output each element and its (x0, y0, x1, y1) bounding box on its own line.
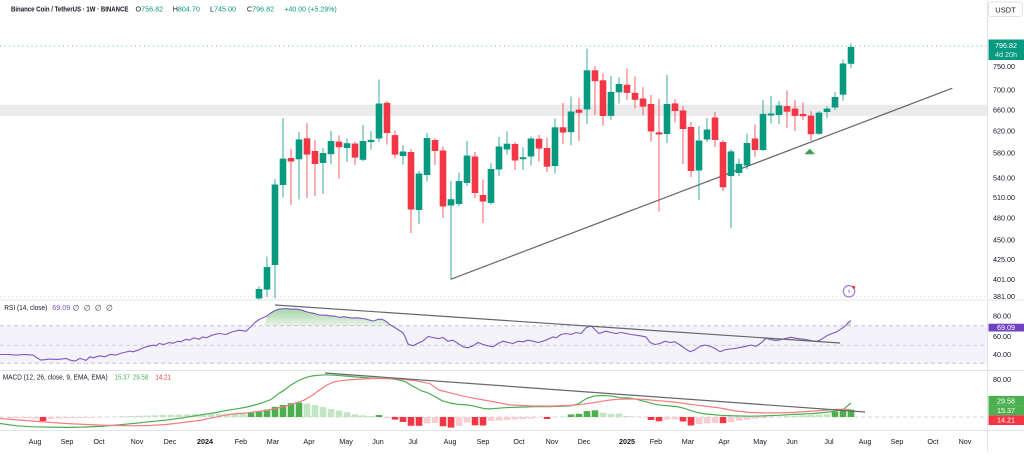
svg-text:540.00: 540.00 (993, 174, 1015, 183)
svg-text:80.00: 80.00 (993, 312, 1011, 321)
svg-text:15.37: 15.37 (115, 373, 131, 382)
svg-text:660.00: 660.00 (993, 106, 1015, 115)
svg-text:Dec: Dec (578, 437, 591, 446)
svg-text:Feb: Feb (235, 437, 247, 446)
svg-text:15.37: 15.37 (997, 406, 1015, 415)
svg-text:C796.82: C796.82 (247, 5, 274, 14)
svg-text:H804.70: H804.70 (173, 5, 200, 14)
svg-text:Jun: Jun (786, 437, 798, 446)
svg-text:796.82: 796.82 (995, 41, 1017, 50)
svg-text:580.00: 580.00 (993, 149, 1015, 158)
svg-text:Aug: Aug (859, 437, 872, 446)
svg-text:4d 20h: 4d 20h (995, 50, 1017, 59)
svg-text:MACD (12, 26, close, 9, EMA, E: MACD (12, 26, close, 9, EMA, EMA) (3, 373, 108, 382)
svg-text:29.58: 29.58 (133, 373, 149, 382)
svg-text:14.21: 14.21 (997, 416, 1015, 425)
svg-text:381.00: 381.00 (993, 292, 1015, 301)
svg-text:+40.00 (+5.29%): +40.00 (+5.29%) (284, 5, 336, 14)
svg-text:Apr: Apr (718, 437, 730, 446)
svg-text:Sep: Sep (891, 437, 904, 446)
svg-text:Apr: Apr (303, 437, 315, 446)
svg-text:510.00: 510.00 (993, 193, 1015, 202)
svg-text:O756.82: O756.82 (136, 5, 164, 14)
svg-text:69.09: 69.09 (52, 303, 70, 312)
svg-text:∅ ∅ ∅ ∅: ∅ ∅ ∅ ∅ (73, 304, 113, 313)
svg-text:Dec: Dec (164, 437, 177, 446)
svg-text:80.00: 80.00 (993, 375, 1011, 384)
svg-text:Oct: Oct (93, 437, 104, 446)
svg-text:Sep: Sep (477, 437, 490, 446)
svg-text:Jul: Jul (408, 437, 418, 446)
svg-text:425.00: 425.00 (993, 255, 1015, 264)
svg-text:450.00: 450.00 (993, 236, 1015, 245)
svg-text:750.00: 750.00 (993, 62, 1015, 71)
svg-text:USDT: USDT (995, 6, 1016, 15)
svg-text:Mar: Mar (682, 437, 695, 446)
svg-text:700.00: 700.00 (993, 86, 1015, 95)
svg-text:Oct: Oct (513, 437, 524, 446)
svg-text:480.00: 480.00 (993, 214, 1015, 223)
svg-text:Jun: Jun (372, 437, 384, 446)
svg-text:2025: 2025 (619, 437, 635, 446)
svg-text:Nov: Nov (546, 437, 559, 446)
svg-text:L745.00: L745.00 (210, 5, 236, 14)
svg-text:May: May (339, 437, 353, 446)
svg-text:RSI (14, close): RSI (14, close) (4, 303, 47, 312)
svg-text:401.00: 401.00 (993, 275, 1015, 284)
svg-text:Aug: Aug (29, 437, 42, 446)
svg-text:Binance Coin / TetherUS · 1W ·: Binance Coin / TetherUS · 1W · BINANCE (11, 5, 129, 14)
svg-text:69.09: 69.09 (997, 323, 1015, 332)
svg-text:Oct: Oct (927, 437, 938, 446)
svg-text:29.58: 29.58 (997, 396, 1015, 405)
svg-text:620.00: 620.00 (993, 127, 1015, 136)
svg-text:14.21: 14.21 (155, 373, 171, 382)
svg-text:May: May (753, 437, 767, 446)
svg-text:Nov: Nov (131, 437, 144, 446)
svg-text:60.00: 60.00 (993, 332, 1011, 341)
svg-text:Jul: Jul (824, 437, 834, 446)
svg-text:Mar: Mar (267, 437, 280, 446)
svg-text:40.00: 40.00 (993, 350, 1011, 359)
svg-text:2024: 2024 (197, 437, 213, 446)
svg-text:Nov: Nov (959, 437, 972, 446)
svg-text:Feb: Feb (650, 437, 662, 446)
svg-text:Sep: Sep (61, 437, 74, 446)
svg-text:Aug: Aug (444, 437, 457, 446)
